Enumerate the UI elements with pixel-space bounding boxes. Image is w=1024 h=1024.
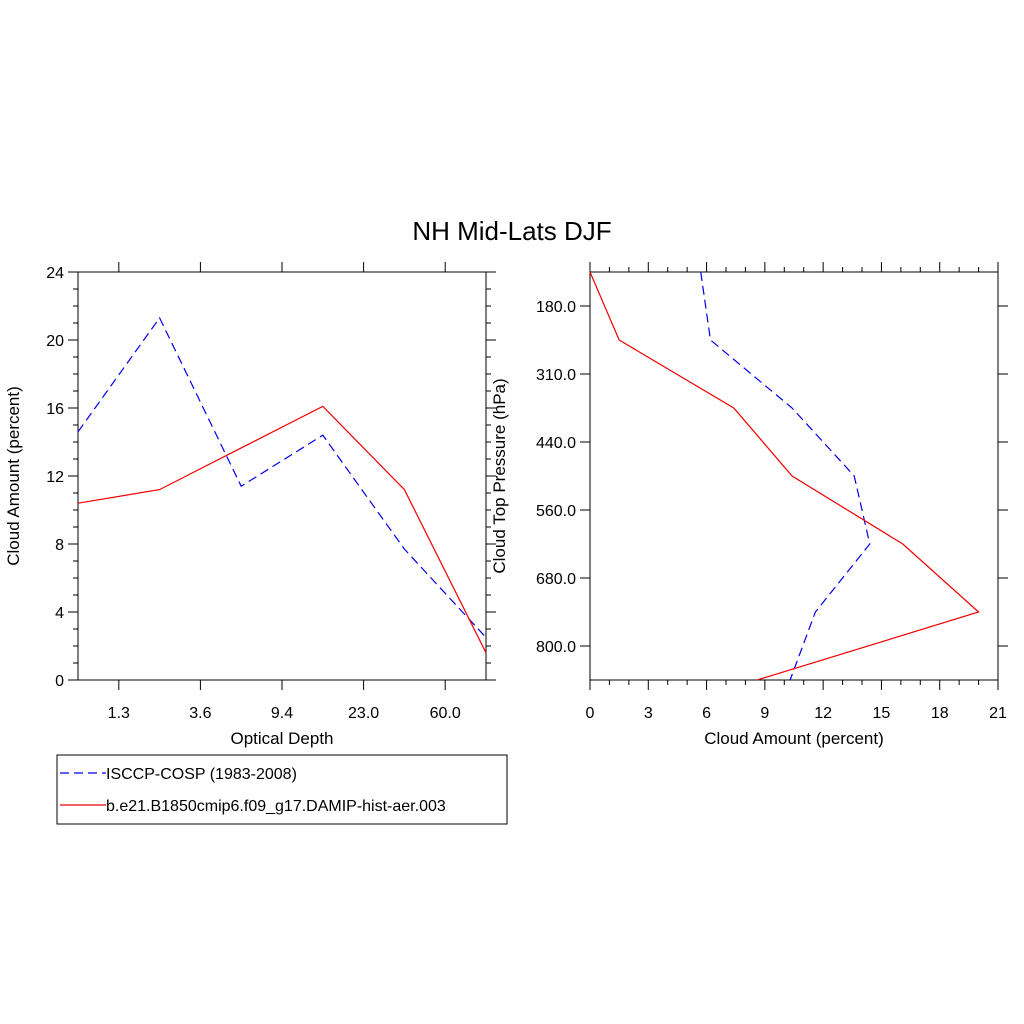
right-series-obs-line — [700, 271, 871, 681]
right-x-axis-label: Cloud Amount (percent) — [704, 729, 884, 748]
right-panel: 0 3 6 9 12 15 18 21 180.0 310.0 440.0 560.0 680.0 800… — [490, 262, 1008, 748]
left-series — [77, 316, 487, 654]
left-x-tick-label: 9.4 — [271, 705, 293, 722]
right-y-tick-label: 680.0 — [536, 571, 576, 588]
right-x-tick-label: 0 — [586, 705, 595, 722]
left-x-tick-label: 3.6 — [189, 705, 211, 722]
right-y-tick-label: 440.0 — [536, 435, 576, 452]
left-y-tick-label: 8 — [55, 537, 64, 554]
legend: ISCCP-COSP (1983-2008) b.e21.B1850cmip6.… — [56, 754, 508, 825]
left-y-tick-label: 4 — [55, 605, 64, 622]
right-y-tick-label: 560.0 — [536, 503, 576, 520]
legend-box — [56, 754, 508, 825]
left-axes: 0 4 8 12 16 20 24 1.3 3.6 9.4 23.0 60.0 — [46, 262, 496, 722]
left-series-model-line — [77, 405, 487, 654]
left-y-tick-label: 20 — [46, 333, 64, 350]
right-x-tick-label: 6 — [702, 705, 711, 722]
right-y-tick-label: 180.0 — [536, 299, 576, 316]
right-axes: 0 3 6 9 12 15 18 21 180.0 310.0 440.0 560.0 680.0 800… — [536, 262, 1008, 722]
right-y-tick-label: 800.0 — [536, 639, 576, 656]
left-y-tick-label: 0 — [55, 673, 64, 690]
right-plot-frame — [589, 271, 999, 681]
legend-label-model: b.e21.B1850cmip6.f09_g17.DAMIP-hist-aer.… — [106, 798, 446, 815]
right-x-tick-label: 9 — [760, 705, 769, 722]
left-series-obs-line — [77, 316, 487, 638]
right-x-tick-label: 15 — [873, 705, 891, 722]
left-y-axis-label: Cloud Amount (percent) — [4, 386, 23, 566]
right-x-tick-label: 18 — [931, 705, 949, 722]
left-plot-frame — [77, 271, 487, 681]
left-x-tick-label: 23.0 — [348, 705, 379, 722]
right-x-tick-label: 3 — [644, 705, 653, 722]
left-y-tick-label: 16 — [46, 401, 64, 418]
left-y-tick-label: 12 — [46, 469, 64, 486]
right-x-tick-label: 21 — [989, 705, 1007, 722]
left-panel: 0 4 8 12 16 20 24 1.3 3.6 9.4 23.0 60.0 Optical Dep… — [4, 262, 496, 748]
right-y-axis-label: Cloud Top Pressure (hPa) — [490, 378, 509, 573]
left-x-tick-label: 1.3 — [108, 705, 130, 722]
left-x-tick-label: 60.0 — [430, 705, 461, 722]
right-series-model-line — [589, 271, 980, 681]
left-y-tick-label: 24 — [46, 265, 64, 282]
right-series — [589, 271, 980, 681]
chart-title: NH Mid-Lats DJF — [412, 216, 611, 246]
left-x-axis-label: Optical Depth — [231, 729, 334, 748]
legend-label-obs: ISCCP-COSP (1983-2008) — [106, 766, 297, 783]
right-x-tick-label: 12 — [814, 705, 832, 722]
right-y-tick-label: 310.0 — [536, 367, 576, 384]
